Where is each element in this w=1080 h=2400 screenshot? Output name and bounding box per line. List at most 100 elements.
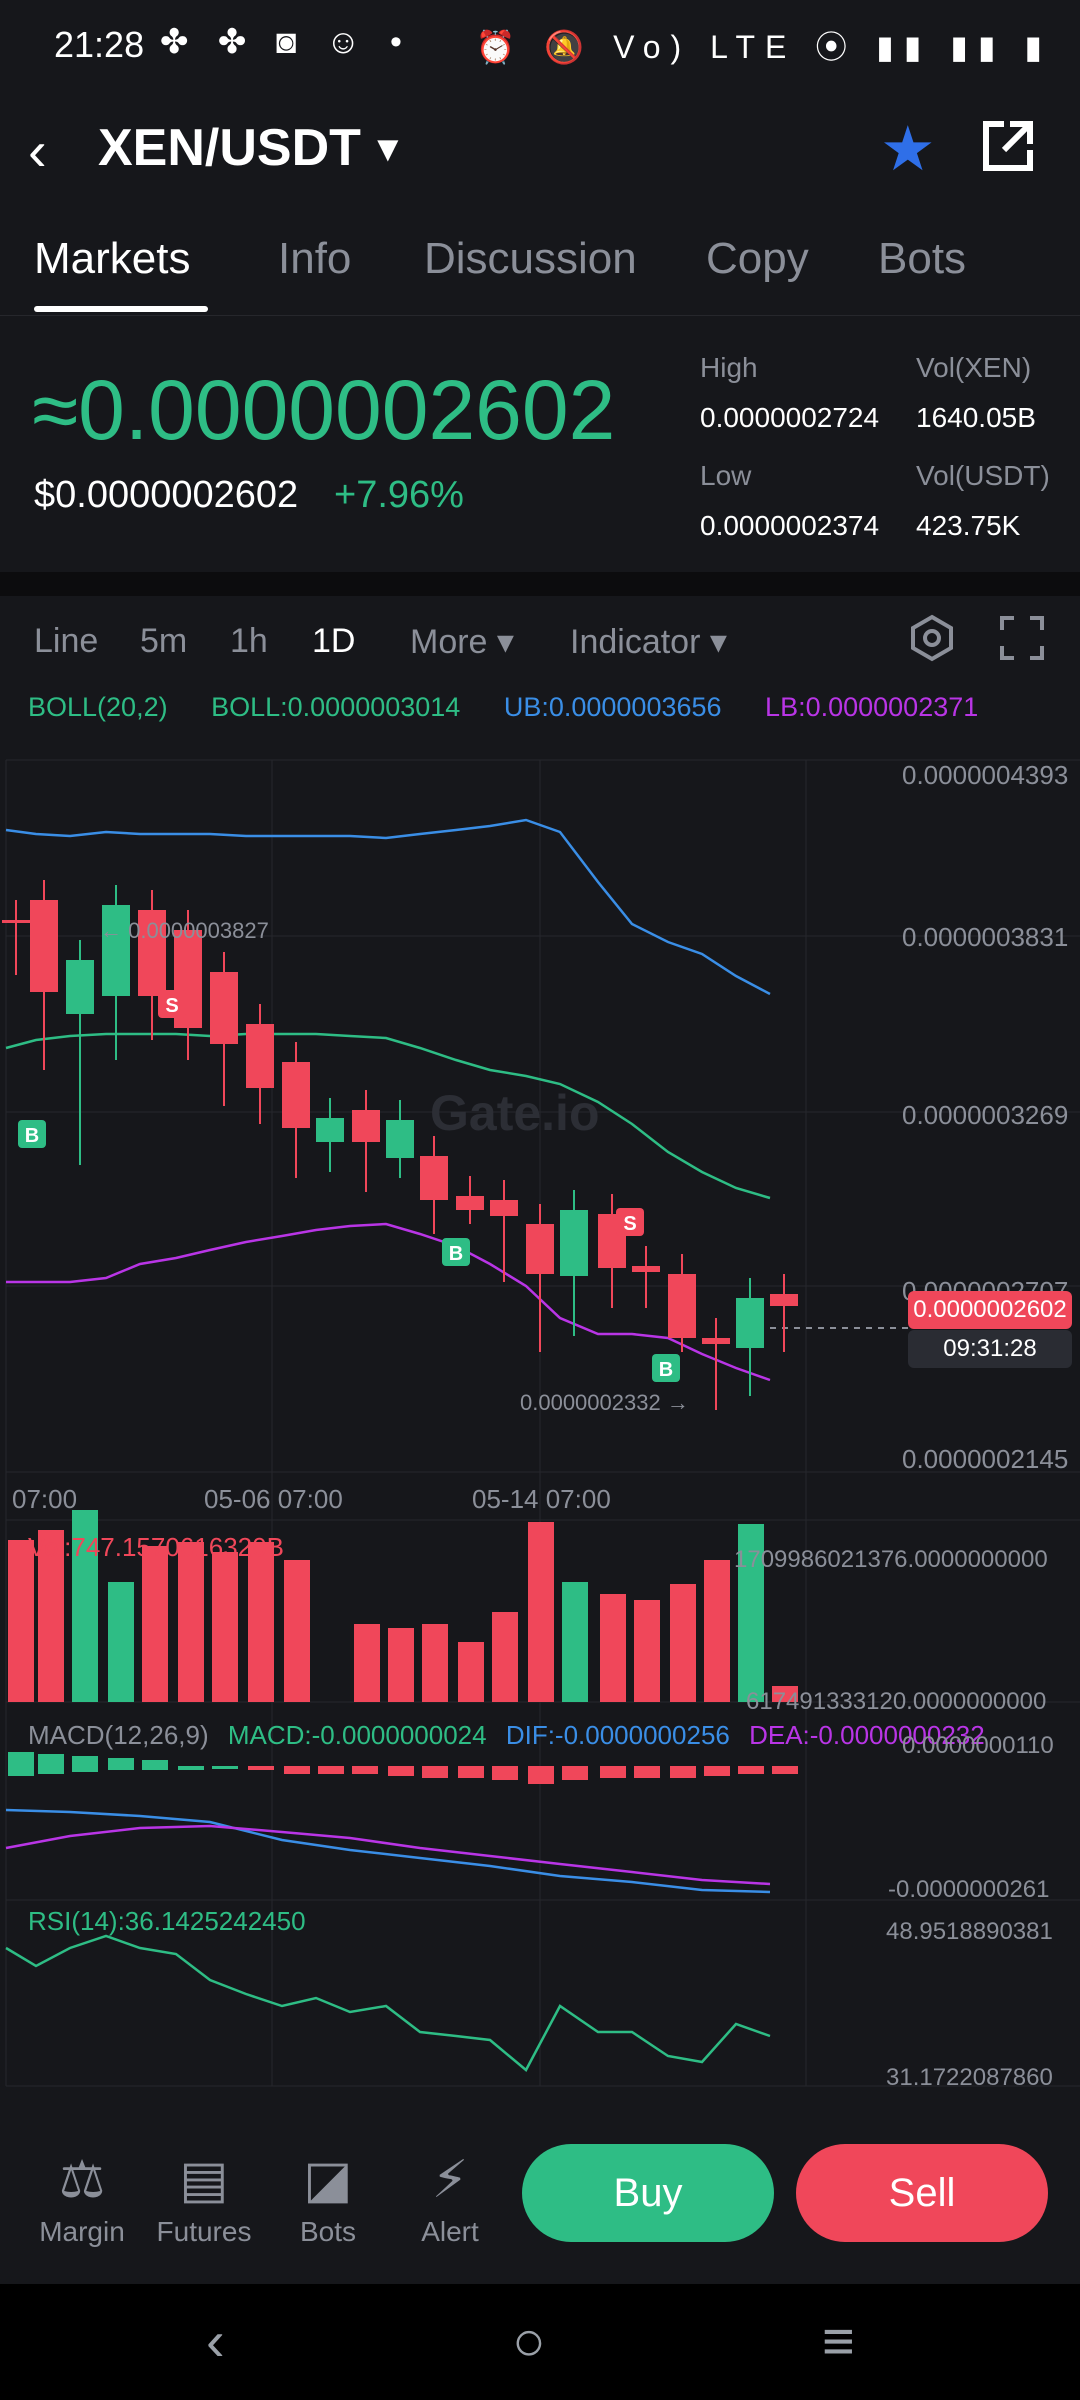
candle-body: [560, 1210, 588, 1276]
tab-markets[interactable]: Markets: [34, 234, 191, 283]
margin-icon: ⚖: [58, 2151, 106, 2209]
system-back-icon[interactable]: ‹: [206, 2309, 225, 2372]
tab-bots[interactable]: Bots: [878, 234, 967, 283]
tab-info[interactable]: Info: [278, 234, 352, 283]
macd-bar: [72, 1756, 98, 1772]
macd-bar: [108, 1758, 134, 1770]
tab-discussion[interactable]: Discussion: [424, 234, 637, 283]
macd-bar: [562, 1766, 588, 1780]
indicator-label: Indicator: [570, 623, 701, 661]
system-recents-icon[interactable]: ≡: [822, 2309, 855, 2372]
date-label: 07:00: [12, 1484, 78, 1514]
volume-bar: [284, 1560, 310, 1702]
volume-bar: [738, 1524, 764, 1702]
price-usd: $0.0000002602: [34, 474, 299, 516]
boll-lb: LB:0.0000002371: [765, 692, 979, 722]
candle-body: [30, 900, 58, 992]
macd-histogram: [8, 1752, 798, 1784]
macd-bar: [528, 1766, 554, 1784]
fullscreen-icon[interactable]: [998, 614, 1046, 662]
sell-marker-letter: S: [623, 1213, 636, 1235]
bots-chart-icon: ◪: [303, 2151, 353, 2209]
candle-body: [668, 1274, 696, 1338]
sell-marker[interactable]: [158, 990, 186, 1018]
futures-icon: ▤: [179, 2151, 229, 2209]
candle-countdown: 09:31:28: [908, 1330, 1072, 1368]
candle-body: [736, 1298, 764, 1348]
pair-dropdown-icon[interactable]: ▼: [370, 128, 406, 169]
volume-bar: [108, 1582, 134, 1702]
status-system-icons: ⏰ 🔕 Vo) LTE ⦿ ▮▮ ▮▮ ▮: [475, 29, 1052, 65]
interval-1h[interactable]: 1h: [230, 622, 268, 660]
macd-bar: [600, 1766, 626, 1778]
date-label: 05-14 07:00: [472, 1484, 611, 1514]
candle-body: [386, 1120, 414, 1158]
macd-bar: [8, 1752, 34, 1776]
sell-marker[interactable]: [616, 1208, 644, 1236]
nav-alert[interactable]: ⚡ Alert: [390, 2150, 510, 2248]
macd-value: MACD:-0.0000000024: [227, 1720, 487, 1750]
volume-bar: [600, 1594, 626, 1702]
settings-hexagon-icon[interactable]: [908, 614, 956, 662]
candle-body: [316, 1118, 344, 1142]
boll-ub: UB:0.0000003656: [503, 692, 722, 722]
low-label: Low: [700, 460, 752, 491]
boll-name: BOLL(20,2): [28, 692, 168, 722]
volume-bar: [142, 1546, 168, 1702]
interval-5m[interactable]: 5m: [140, 622, 188, 660]
price-change: +7.96%: [334, 474, 464, 516]
macd-min: -0.0000000261: [888, 1876, 1050, 1903]
nav-margin-label: Margin: [39, 2216, 125, 2247]
pair-title[interactable]: XEN/USDT: [98, 119, 361, 177]
volume-bar: [634, 1600, 660, 1702]
volume-bar: [704, 1560, 730, 1702]
volume-bar: [248, 1542, 274, 1702]
volume-bar: [458, 1642, 484, 1702]
axis-label: 0.0000002145: [902, 1444, 1069, 1474]
volume-bar: [772, 1686, 798, 1702]
share-icon[interactable]: [980, 118, 1036, 174]
buy-marker[interactable]: [18, 1120, 46, 1148]
macd-max: 0.0000000110: [902, 1732, 1054, 1759]
candle-body: [456, 1196, 484, 1210]
gate-watermark: Gate.io: [430, 1085, 599, 1141]
macd-bar: [284, 1766, 310, 1774]
candlestick-chart[interactable]: Gate.io B S B S B ← 0.0000003827 0.00000…: [0, 740, 1080, 2090]
volume-bar: [212, 1552, 238, 1702]
system-home-icon[interactable]: ○: [512, 2309, 546, 2372]
macd-legend: MACD(12,26,9) MACD:-0.0000000024 DIF:-0.…: [28, 1720, 985, 1751]
interval-line[interactable]: Line: [34, 622, 99, 660]
volume-bar: [562, 1582, 588, 1702]
macd-dea-line: [5, 1824, 771, 1886]
volume-max: 1709986021376.0000000000: [734, 1546, 1048, 1573]
rsi-line: [5, 1934, 771, 2072]
buy-marker[interactable]: [442, 1238, 470, 1266]
nav-margin[interactable]: ⚖ Margin: [22, 2150, 142, 2248]
interval-1d[interactable]: 1D: [312, 622, 356, 660]
tab-copy[interactable]: Copy: [706, 234, 809, 283]
nav-futures[interactable]: ▤ Futures: [144, 2150, 264, 2248]
macd-bar: [142, 1760, 168, 1770]
nav-bots-label: Bots: [299, 2216, 357, 2247]
back-arrow-icon[interactable]: ‹: [28, 119, 47, 182]
sell-marker-letter: S: [165, 995, 178, 1017]
status-bar: [0, 0, 1080, 90]
current-price-tag: 0.0000002602: [908, 1291, 1072, 1329]
macd-dea: DEA:-0.0000000232: [749, 1720, 985, 1750]
indicator-dropdown[interactable]: Indicator ▾: [570, 623, 727, 661]
last-price: ≈0.0000002602: [32, 363, 616, 457]
boll-legend: BOLL(20,2) BOLL:0.0000003014 UB:0.000000…: [28, 692, 978, 723]
buy-marker[interactable]: [652, 1354, 680, 1382]
more-dropdown[interactable]: More ▾: [410, 623, 514, 661]
sell-button[interactable]: Sell: [796, 2144, 1048, 2242]
macd-bar: [178, 1766, 204, 1770]
volume-bar: [422, 1624, 448, 1702]
nav-bots[interactable]: ◪ Bots: [268, 2150, 388, 2248]
buy-button[interactable]: Buy: [522, 2144, 774, 2242]
buy-marker-letter: B: [659, 1359, 673, 1381]
star-icon[interactable]: ★: [880, 115, 936, 184]
system-nav-bar: [0, 2284, 1080, 2400]
macd-name: MACD(12,26,9): [28, 1720, 209, 1750]
candles-group: [2, 880, 798, 1410]
candle-body: [2, 920, 30, 923]
